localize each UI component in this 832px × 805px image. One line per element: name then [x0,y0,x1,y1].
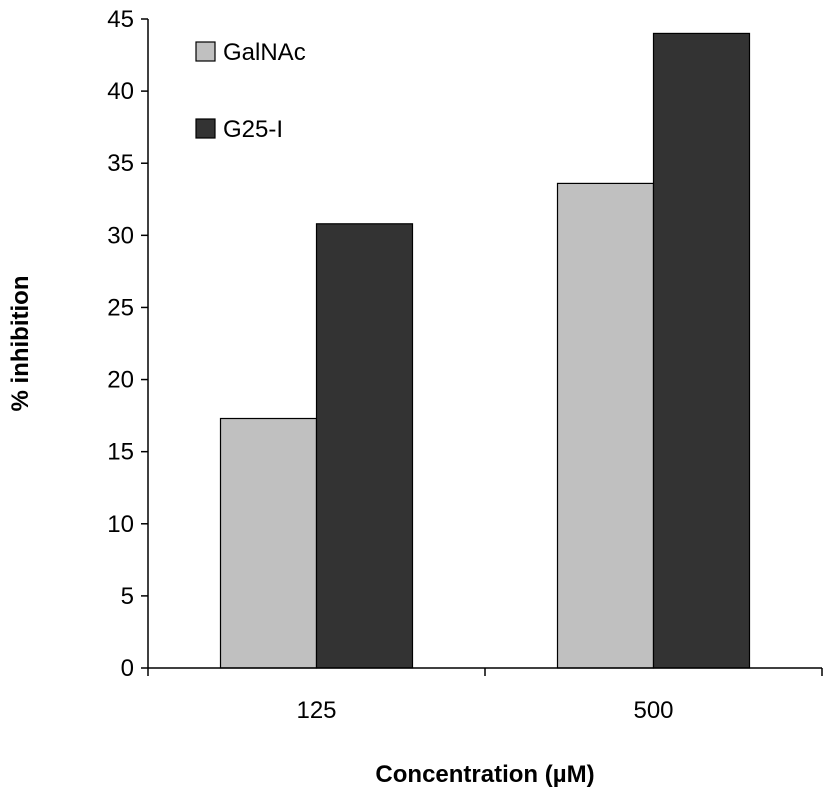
y-ticks: 0 5 10 15 20 25 30 35 40 45 [107,6,148,682]
bar-g25-i-500 [652,32,751,669]
x-ticks: 125 500 [147,668,823,724]
legend-swatch [195,118,216,139]
y-tick-label: 0 [121,655,134,682]
y-tick-label: 40 [107,78,134,105]
legend: GalNAc G25-I [195,39,306,143]
bar-galnac-125 [219,417,318,669]
legend-label: G25-I [223,116,283,143]
legend-label: GalNAc [223,39,306,66]
y-tick-label: 35 [107,150,134,177]
y-tick-label: 20 [107,367,134,394]
y-tick-label: 5 [121,583,134,610]
x-tick-label: 125 [296,697,336,724]
y-tick-label: 45 [107,6,134,33]
y-tick-label: 30 [107,222,134,249]
x-axis-label: Concentration (µM) [375,761,594,788]
y-tick-label: 25 [107,294,134,321]
bar-galnac-500 [556,182,655,669]
y-axis-label: % inhibition [7,276,34,412]
bar-g25-i-125 [315,223,414,669]
y-tick-label: 10 [107,511,134,538]
y-tick-label: 15 [107,439,134,466]
legend-swatch [195,41,216,62]
x-tick-label: 500 [633,697,673,724]
bars-layer [219,32,751,669]
